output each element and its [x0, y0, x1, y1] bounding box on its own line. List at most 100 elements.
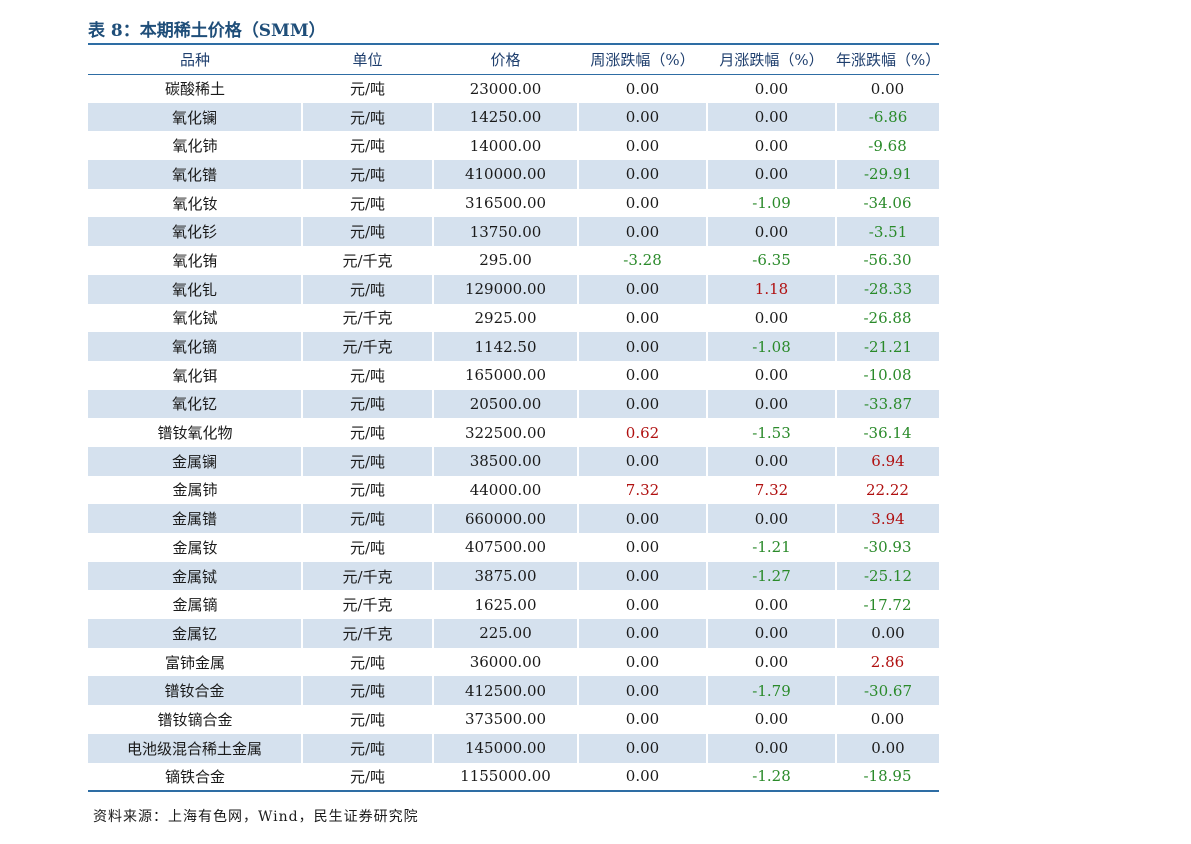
- cell-weekly-change: 0.00: [625, 538, 660, 557]
- table-row: 镨钕合金 元/吨 412500.00 0.00 -1.79 -30.67: [88, 676, 939, 706]
- cell-price: 2925.00: [474, 308, 537, 327]
- cell-yearly-change: 6.94: [835, 446, 939, 476]
- cell-unit: 元/吨: [301, 446, 433, 476]
- cell-weekly-change: 0.00: [625, 136, 660, 155]
- cell-yearly-change: -6.86: [835, 102, 939, 132]
- cell-yearly-change: -30.93: [863, 538, 912, 557]
- cell-monthly-change: 0.00: [706, 217, 836, 247]
- cell-unit: 元/吨: [349, 80, 386, 99]
- cell-price: 373500.00: [464, 710, 547, 729]
- cell-variety: 氧化钆: [88, 274, 302, 304]
- cell-price: 322500.00: [464, 423, 547, 442]
- cell-unit: 元/吨: [349, 710, 386, 729]
- cell-yearly-change: -10.08: [863, 366, 912, 385]
- cell-price: 316500.00: [464, 194, 547, 213]
- cell-yearly-change: -21.21: [835, 332, 939, 361]
- cell-weekly-change: 0.00: [625, 710, 660, 729]
- table-row: 氧化镝 元/千克 1142.50 0.00 -1.08 -21.21: [88, 332, 939, 361]
- cell-variety: 氧化镧: [88, 102, 302, 132]
- cell-unit: 元/吨: [349, 424, 386, 443]
- cell-monthly-change: -1.53: [752, 423, 791, 442]
- cell-monthly-change: 1.18: [706, 274, 836, 304]
- cell-weekly-change: 0.00: [577, 733, 707, 763]
- cell-weekly-change: 0.00: [577, 619, 707, 648]
- cell-monthly-change: 0.00: [706, 160, 836, 189]
- table-row: 氧化铕 元/千克 295.00 -3.28 -6.35 -56.30: [88, 246, 939, 275]
- table-row: 金属镧 元/吨 38500.00 0.00 0.00 6.94: [88, 446, 939, 476]
- table-row: 氧化铒 元/吨 165000.00 0.00 0.00 -10.08: [88, 361, 939, 390]
- cell-monthly-change: -1.09: [752, 194, 791, 213]
- cell-unit: 元/吨: [349, 538, 386, 557]
- cell-weekly-change: 0.00: [625, 653, 660, 672]
- table-row: 镝铁合金 元/吨 1155000.00 0.00 -1.28 -18.95: [88, 762, 939, 793]
- header-yearly-change: 年涨跌幅（%）: [836, 43, 940, 75]
- cell-monthly-change: 0.00: [706, 389, 836, 419]
- cell-price: 13750.00: [432, 217, 578, 247]
- cell-yearly-change: 2.86: [870, 653, 905, 672]
- cell-monthly-change: -6.35: [752, 251, 791, 270]
- cell-yearly-change: 0.00: [870, 79, 905, 98]
- cell-price: 44000.00: [469, 480, 542, 499]
- cell-price: 129000.00: [432, 274, 578, 304]
- cell-weekly-change: 0.00: [577, 217, 707, 247]
- cell-yearly-change: 3.94: [835, 504, 939, 533]
- cell-yearly-change: -26.88: [863, 308, 912, 327]
- table-row: 碳酸稀土 元/吨 23000.00 0.00 0.00 0.00: [88, 74, 939, 103]
- table-row: 氧化镨 元/吨 410000.00 0.00 0.00 -29.91: [88, 160, 939, 189]
- cell-variety: 氧化镝: [88, 332, 302, 361]
- table-row: 金属铽 元/千克 3875.00 0.00 -1.27 -25.12: [88, 561, 939, 591]
- cell-monthly-change: 0.00: [754, 308, 789, 327]
- cell-monthly-change: 0.00: [706, 733, 836, 763]
- cell-unit: 元/吨: [301, 733, 433, 763]
- cell-monthly-change: -1.28: [707, 762, 836, 793]
- cell-variety: 氧化镨: [88, 160, 302, 189]
- cell-yearly-change: -34.06: [863, 194, 912, 213]
- cell-yearly-change: -33.87: [835, 389, 939, 419]
- cell-price: 14000.00: [469, 136, 542, 155]
- cell-variety: 氧化铽: [172, 309, 218, 328]
- cell-price: 660000.00: [432, 504, 578, 533]
- header-variety: 品种: [88, 43, 302, 75]
- cell-monthly-change: 7.32: [754, 480, 789, 499]
- cell-weekly-change: 0.00: [577, 446, 707, 476]
- cell-weekly-change: 0.00: [577, 676, 707, 706]
- cell-unit: 元/千克: [301, 619, 433, 648]
- cell-monthly-change: 0.00: [754, 136, 789, 155]
- cell-unit: 元/吨: [302, 762, 433, 793]
- cell-monthly-change: 0.00: [706, 504, 836, 533]
- cell-variety: 氧化铕: [172, 251, 218, 270]
- header-monthly-change: 月涨跌幅（%）: [707, 43, 836, 75]
- cell-monthly-change: 0.00: [754, 595, 789, 614]
- table-title: 表 8：本期稀土价格（SMM）: [88, 21, 326, 41]
- cell-weekly-change: 0.00: [625, 595, 660, 614]
- cell-variety: 金属镧: [88, 446, 302, 476]
- cell-variety: 氧化铒: [172, 366, 218, 385]
- cell-monthly-change: 0.00: [706, 102, 836, 132]
- rare-earth-price-table: 品种 单位 价格 周涨跌幅（%） 月涨跌幅（%） 年涨跌幅（%） 碳酸稀土 元/吨…: [88, 43, 940, 793]
- cell-weekly-change: 0.00: [577, 160, 707, 189]
- cell-unit: 元/吨: [301, 504, 433, 533]
- cell-price: 407500.00: [464, 538, 547, 557]
- cell-unit: 元/吨: [349, 194, 386, 213]
- cell-variety: 镨钕氧化物: [157, 424, 233, 443]
- cell-price: 295.00: [479, 251, 532, 270]
- table-row: 氧化铈 元/吨 14000.00 0.00 0.00 -9.68: [88, 131, 939, 160]
- cell-variety: 金属钕: [172, 538, 218, 557]
- cell-variety: 镨钕镝合金: [157, 710, 233, 729]
- cell-variety: 金属铈: [172, 481, 218, 500]
- cell-price: 3875.00: [432, 561, 578, 591]
- cell-variety: 富铈金属: [164, 653, 225, 672]
- cell-monthly-change: 0.00: [754, 79, 789, 98]
- table-row: 镨钕氧化物 元/吨 322500.00 0.62 -1.53 -36.14: [88, 418, 939, 447]
- cell-yearly-change: -30.67: [835, 676, 939, 706]
- cell-weekly-change: 0.00: [625, 79, 660, 98]
- cell-yearly-change: 0.00: [835, 619, 939, 648]
- table-row: 镨钕镝合金 元/吨 373500.00 0.00 0.00 0.00: [88, 705, 939, 734]
- cell-unit: 元/千克: [301, 561, 433, 591]
- cell-monthly-change: -1.27: [706, 561, 836, 591]
- cell-unit: 元/吨: [301, 102, 433, 132]
- cell-unit: 元/千克: [301, 332, 433, 361]
- cell-weekly-change: 0.00: [577, 102, 707, 132]
- cell-weekly-change: 0.00: [578, 762, 707, 793]
- cell-variety: 氧化钇: [88, 389, 302, 419]
